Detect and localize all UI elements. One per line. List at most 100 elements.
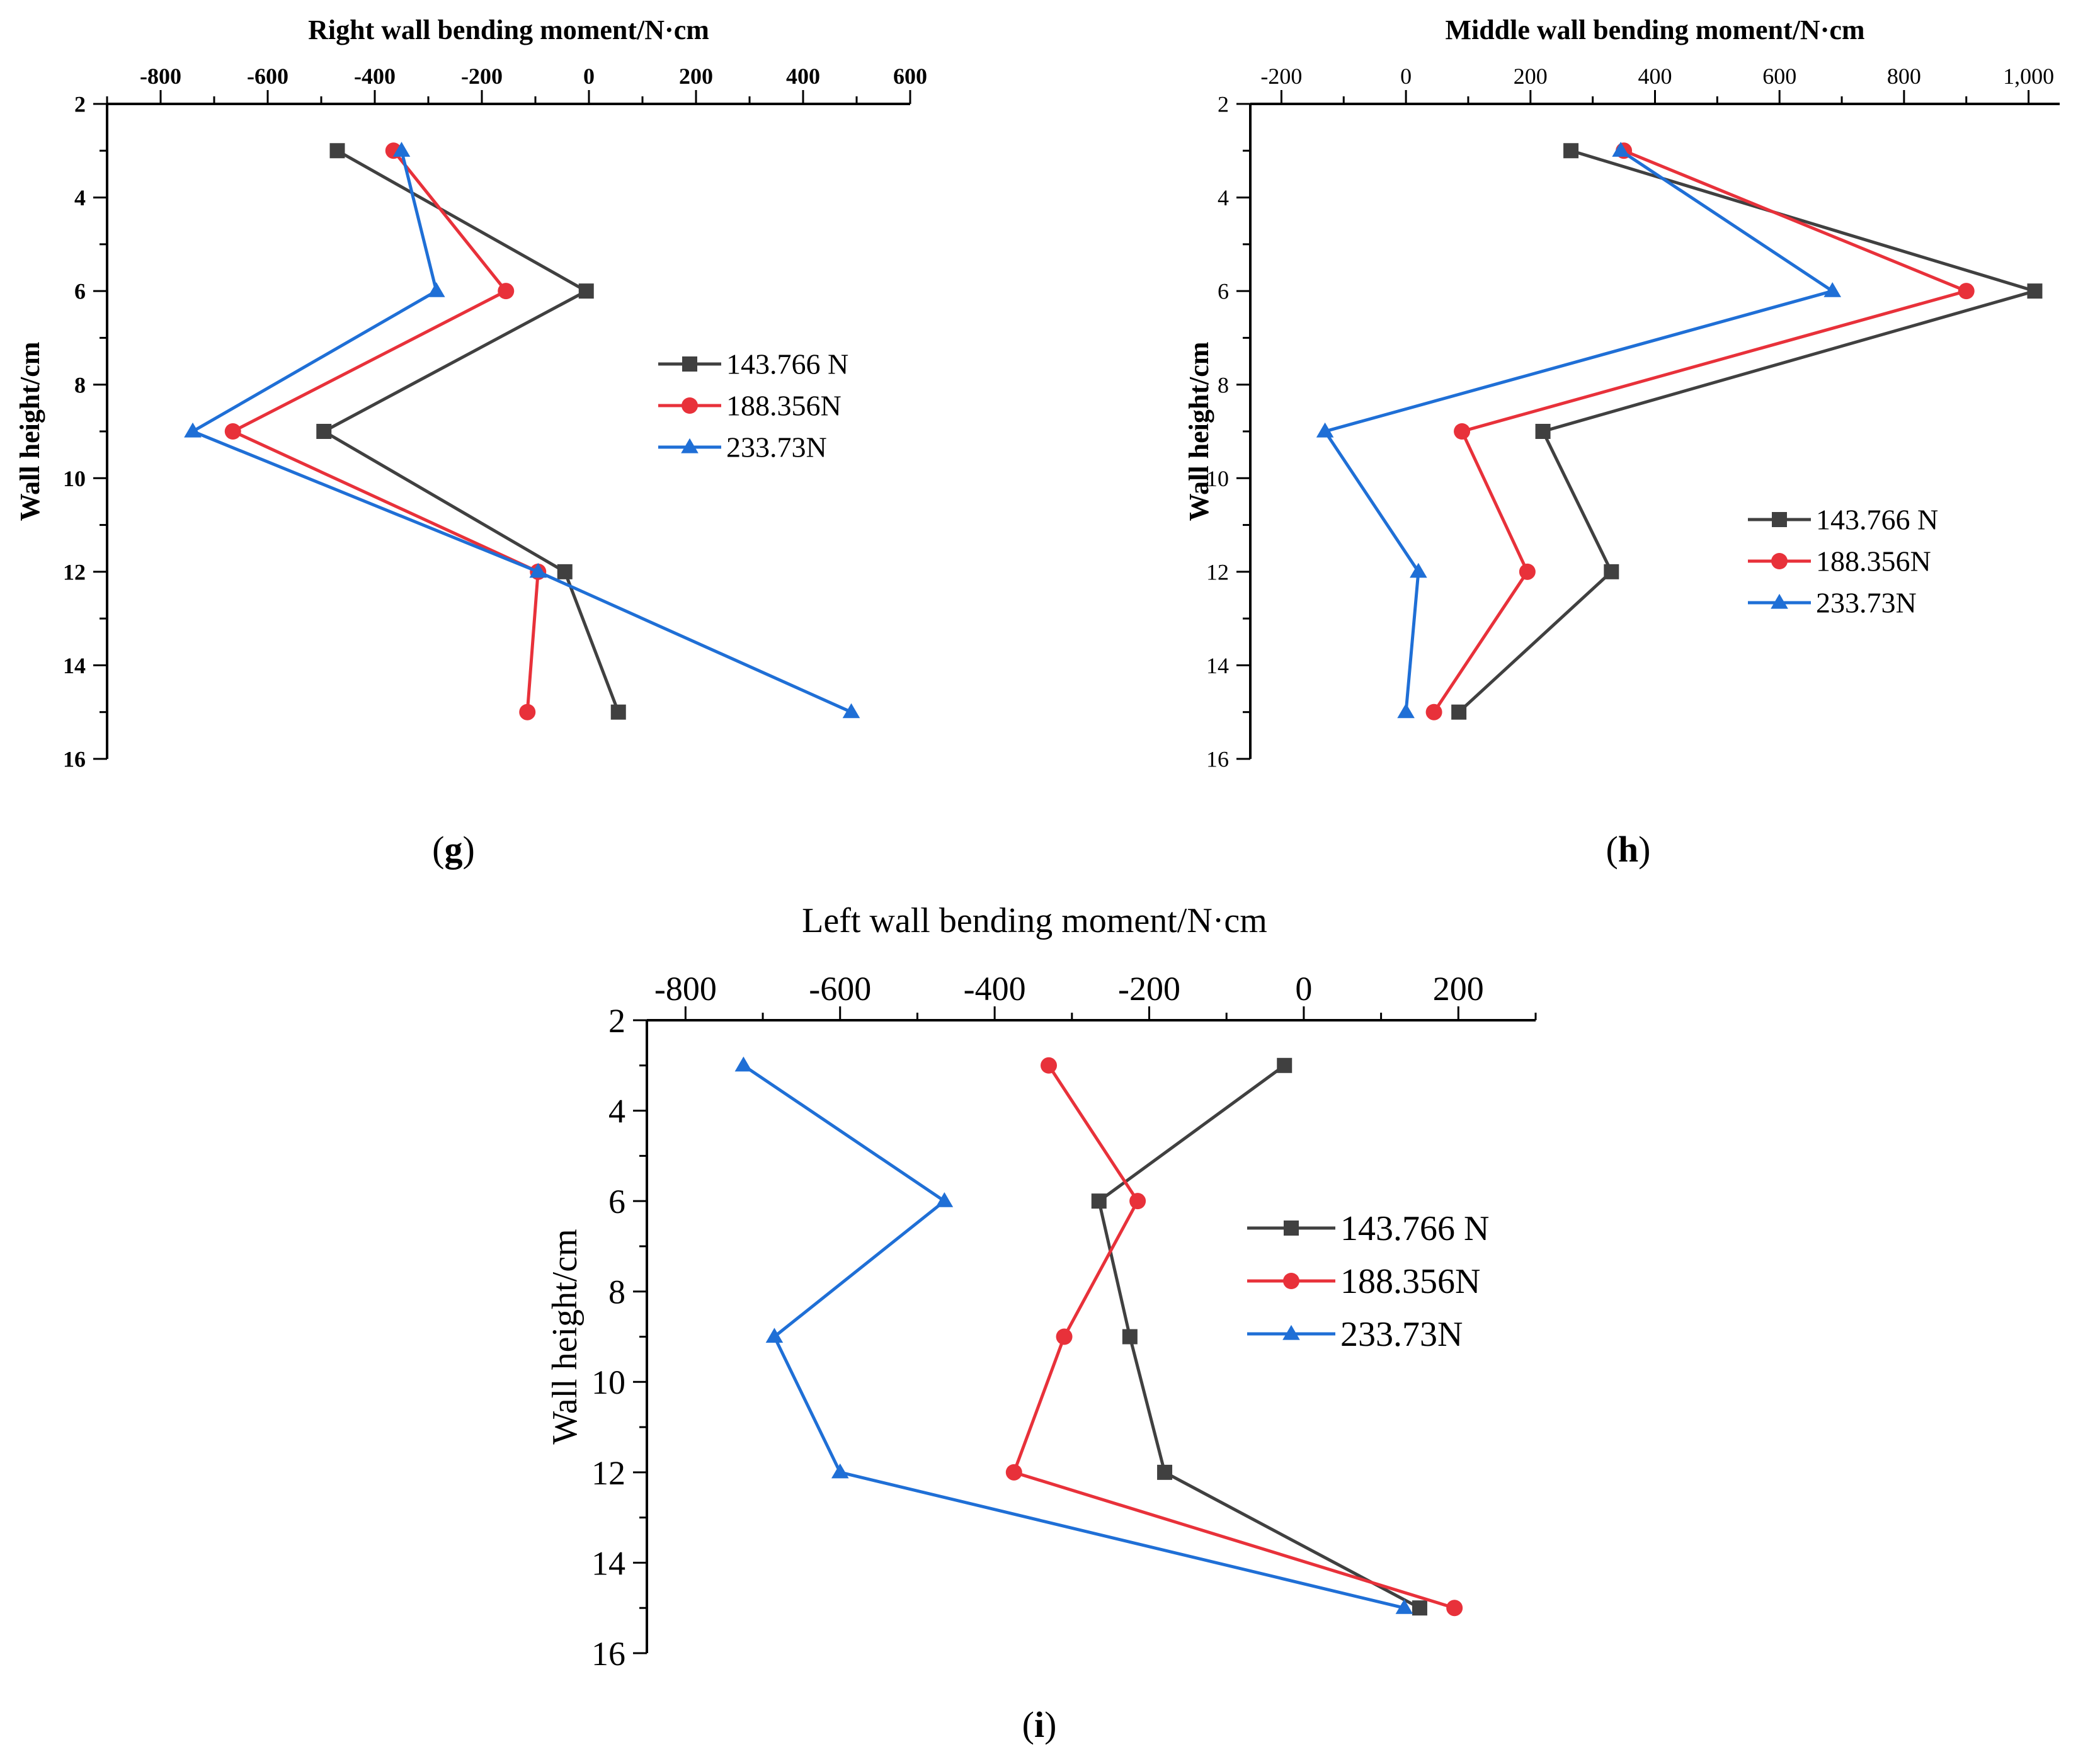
series-0 [1091,1057,1427,1616]
y-tick-label: 12 [1206,559,1229,584]
data-point-circle [1129,1193,1146,1210]
data-point-triangle [681,438,699,453]
y-tick-label: 2 [608,1002,625,1040]
data-point-triangle [1282,1324,1300,1340]
x-tick-label: -200 [461,64,503,89]
data-point-circle [1771,553,1788,569]
legend-label: 233.73N [1816,587,1917,619]
x-tick-label: -200 [1118,970,1180,1008]
data-point-triangle [529,562,547,578]
legend-label: 188.356N [1816,545,1931,578]
data-point-circle [1283,1273,1299,1289]
y-tick-label: 2 [1218,92,1229,117]
data-point-circle [1425,703,1442,720]
y-tick-label: 4 [608,1092,625,1130]
legend-entry: 188.356N [1748,545,1931,578]
data-point-circle [1446,1600,1463,1617]
legend-label: 143.766 N [726,348,848,380]
data-point-square [578,283,594,299]
data-point-circle [1005,1464,1022,1481]
series-2 [184,142,860,719]
series-1 [224,142,547,720]
data-point-square [1412,1600,1427,1616]
data-point-triangle [1316,422,1334,438]
y-tick-label: 14 [1206,653,1229,678]
caption-i: (i) [1022,1704,1057,1745]
chart-h: -200 0 200 400 600 800 1,000 2 4 6 8 10 12 14 16 Middle… [1184,14,2060,772]
series-0 [1451,143,2043,720]
data-point-circle [1454,423,1471,440]
y-tick-label: 12 [63,559,86,584]
x-tick-label: 600 [1762,64,1796,89]
data-point-circle [682,397,698,414]
legend-entry: 233.73N [658,431,827,464]
caption-i-label: i [1034,1704,1045,1745]
x-tick-label: 800 [1887,64,1921,89]
y-tick-label: 10 [1206,466,1229,491]
caption-g-label: g [444,829,463,870]
y-tick-label: 4 [74,185,86,210]
y-tick-label: 16 [591,1635,625,1673]
data-point-triangle [935,1192,954,1207]
data-point-circle [224,423,241,440]
series-0 [316,143,626,720]
series-line [742,1064,1405,1610]
data-point-circle [1056,1328,1073,1345]
y-tick-label: 14 [591,1544,625,1582]
y-tick-label: 8 [1218,372,1229,397]
legend-entry: 233.73N [1247,1315,1463,1354]
x-tick-label: 1,000 [2003,64,2054,89]
y-tick-label: 10 [591,1363,625,1401]
chart-title: Middle wall bending moment/N·cm [1445,14,1864,45]
data-point-triangle [1395,1599,1413,1614]
y-tick-label: 10 [63,466,86,491]
y-tick-label: 16 [63,747,86,772]
data-point-square [1157,1464,1173,1480]
series-1 [1005,1057,1463,1617]
series-line [321,149,620,713]
x-tick-label: 200 [1433,970,1484,1008]
data-point-square [557,564,573,579]
legend-entry: 233.73N [1748,587,1917,619]
legend-entry: 143.766 N [658,348,848,380]
legend-label: 233.73N [1340,1315,1463,1354]
x-tick-label: -200 [1260,64,1302,89]
series-line [1432,149,1972,714]
data-point-circle [519,703,536,720]
data-point-circle [1519,563,1536,580]
data-point-triangle [1397,703,1415,719]
data-point-square [1451,704,1467,720]
y-tick-label: 8 [608,1273,625,1311]
data-point-triangle [1771,593,1788,609]
data-point-triangle [734,1056,753,1072]
x-tick-label: 200 [679,64,713,89]
data-point-square [1284,1221,1299,1236]
data-point-square [610,704,626,720]
data-point-square [1122,1329,1138,1345]
data-point-triangle [1823,282,1842,297]
y-tick-label: 16 [1206,747,1229,772]
chart-i: -800 -600 -400 -200 0 200 2 4 6 8 10 12 14 16 Left wal… [545,901,1537,1673]
data-point-square [1772,512,1787,527]
x-tick-label: -400 [354,64,396,89]
x-tick-label: 0 [1400,64,1412,89]
data-point-square [1277,1057,1293,1073]
legend-entry: 188.356N [1247,1262,1480,1301]
data-point-triangle [1410,562,1427,578]
data-point-square [682,356,697,372]
y-tick-label: 8 [74,372,86,397]
series-2 [1316,142,1842,719]
x-tick-label: -400 [964,970,1026,1008]
x-tick-label: -600 [809,970,871,1008]
data-point-triangle [842,703,860,719]
legend-entry: 143.766 N [1247,1209,1489,1248]
legend-label: 233.73N [726,431,827,464]
chart-g: -800 -600 -400 -200 0 200 400 600 2 4 6 8 10 12 14 16 Ri… [14,14,927,772]
data-point-square [1563,143,1579,159]
y-tick-label: 12 [591,1454,625,1492]
data-point-triangle [427,282,445,297]
x-tick-label: 400 [786,64,820,89]
data-point-triangle [1612,142,1629,157]
series-line [1322,149,1837,712]
